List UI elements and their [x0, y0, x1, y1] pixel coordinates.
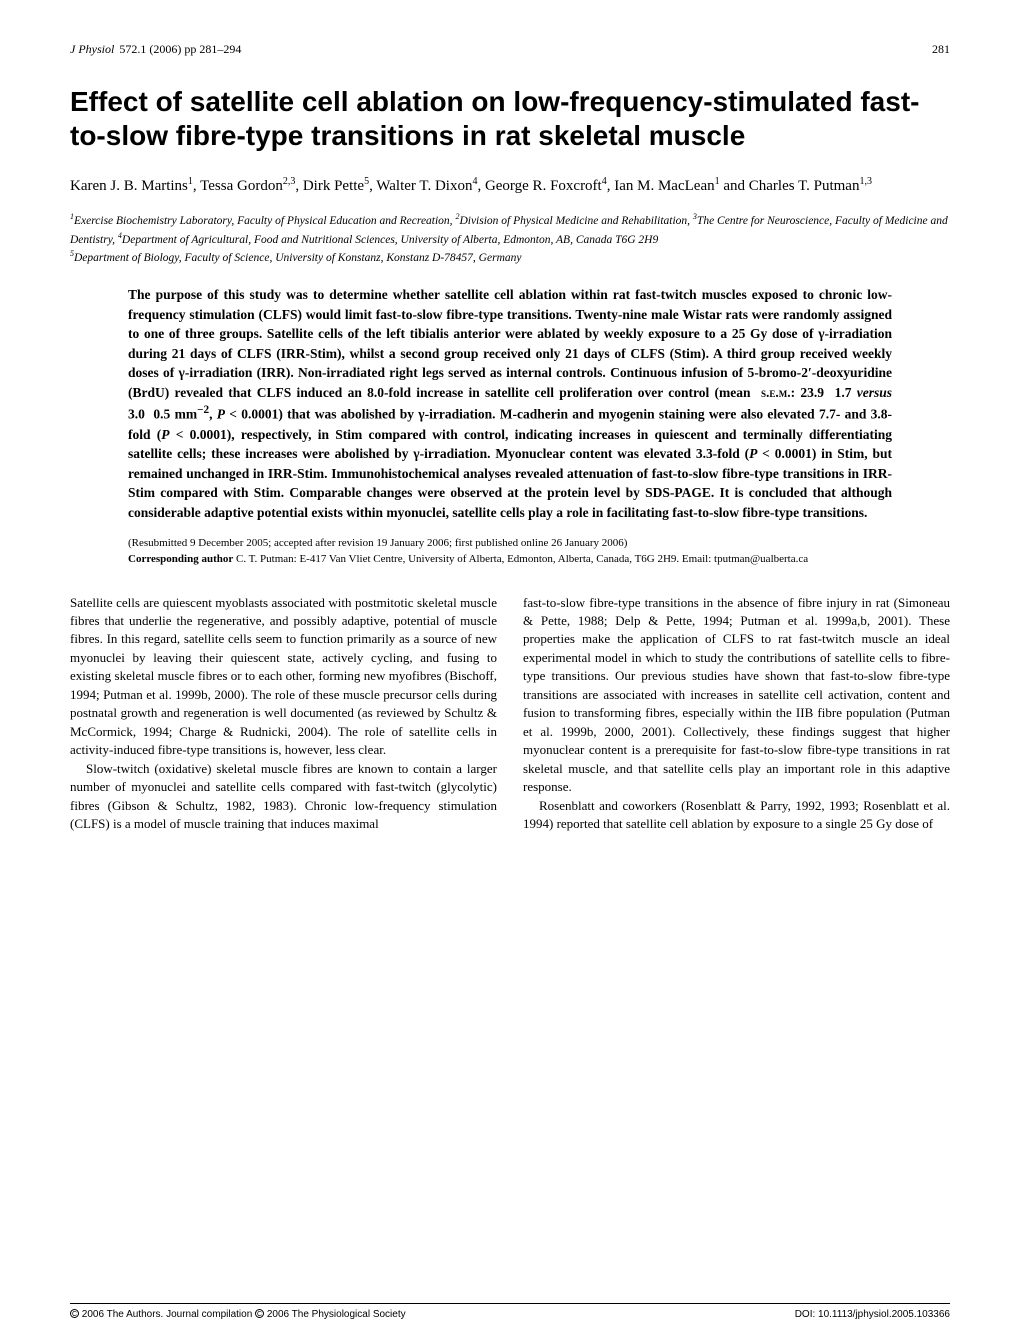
submission-info: (Resubmitted 9 December 2005; accepted a…: [128, 536, 892, 567]
journal-name: J Physiol: [70, 42, 114, 56]
body-paragraph: Satellite cells are quiescent myoblasts …: [70, 594, 497, 760]
body-paragraph: fast-to-slow fibre-type transitions in t…: [523, 594, 950, 797]
running-head: J Physiol 572.1 (2006) pp 281–294 281: [70, 42, 950, 57]
body-paragraph: Rosenblatt and coworkers (Rosenblatt & P…: [523, 797, 950, 834]
article-title: Effect of satellite cell ablation on low…: [70, 85, 950, 153]
abstract: The purpose of this study was to determi…: [128, 285, 892, 522]
submission-dates: (Resubmitted 9 December 2005; accepted a…: [128, 536, 892, 552]
page-number: 281: [932, 42, 950, 57]
corr-label: Corresponding author: [128, 553, 233, 565]
affiliations: 1Exercise Biochemistry Laboratory, Facul…: [70, 211, 950, 267]
right-column: fast-to-slow fibre-type transitions in t…: [523, 594, 950, 834]
doi: DOI: 10.1113/jphysiol.2005.103366: [795, 1309, 950, 1320]
page-footer: C 2006 The Authors. Journal compilation …: [70, 1303, 950, 1320]
author-list: Karen J. B. Martins1, Tessa Gordon2,3, D…: [70, 175, 950, 197]
left-column: Satellite cells are quiescent myoblasts …: [70, 594, 497, 834]
corr-text: C. T. Putman: E-417 Van Vliet Centre, Un…: [233, 553, 808, 565]
body-columns: Satellite cells are quiescent myoblasts …: [70, 594, 950, 834]
copyright: C 2006 The Authors. Journal compilation …: [70, 1309, 406, 1320]
corresponding-author: Corresponding author C. T. Putman: E-417…: [128, 552, 892, 568]
body-paragraph: Slow-twitch (oxidative) skeletal muscle …: [70, 760, 497, 834]
volume-issue: 572.1 (2006) pp 281–294: [119, 42, 241, 56]
journal-ref: J Physiol 572.1 (2006) pp 281–294: [70, 42, 241, 57]
